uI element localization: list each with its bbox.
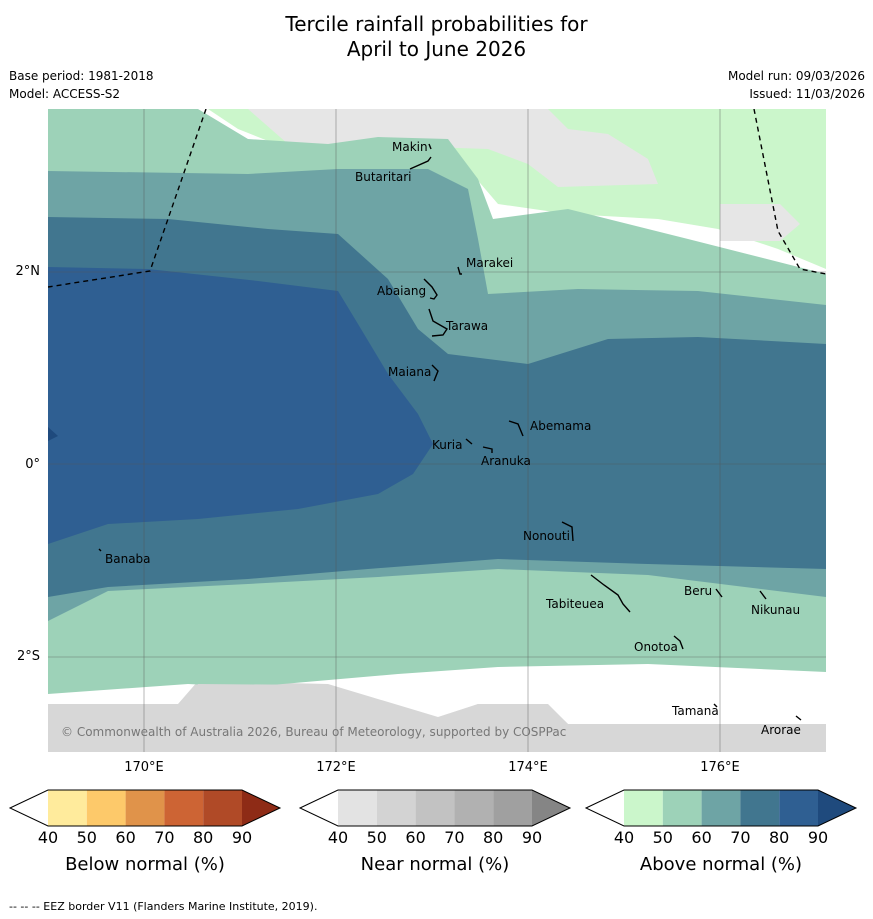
colorbar-swatch	[415, 790, 455, 826]
colorbar-swatch	[203, 790, 242, 826]
issued-date: Issued: 11/03/2026	[749, 87, 865, 101]
colorbar-swatch	[164, 790, 204, 826]
island-label: Makin	[392, 140, 428, 154]
lat-label: 0°	[25, 457, 40, 472]
colorbar-tick: 70	[730, 828, 751, 847]
colorbar-swatch	[740, 790, 780, 826]
colorbar-tick: 90	[521, 828, 543, 847]
colorbar-tick: 40	[327, 828, 349, 847]
island-label: Banaba	[105, 552, 151, 566]
colorbar-swatch	[125, 790, 165, 826]
lat-label: 2°S	[16, 649, 40, 664]
probability-map: Makin Butaritari Marakei Abaiang Tarawa …	[48, 109, 826, 752]
colorbar-tick: 70	[154, 828, 175, 847]
meta-left: Base period: 1981-2018 Model: ACCESS-S2	[9, 67, 154, 103]
colorbar-swatch	[48, 790, 87, 826]
colorbar-label-near: Near normal (%)	[360, 854, 510, 875]
colorbar-tick: 80	[769, 828, 790, 847]
colorbar-tick: 60	[691, 828, 712, 847]
island-label: Abaiang	[377, 284, 426, 298]
colorbar-swatch	[454, 790, 494, 826]
island-label: Marakei	[466, 256, 513, 270]
colorbar-tick: 50	[76, 828, 97, 847]
eez-footnote: -- -- -- EEZ border V11 (Flanders Marine…	[9, 900, 318, 913]
island-label: Abemama	[530, 419, 591, 433]
near-normal-patch-top	[248, 109, 658, 187]
island-labels: Makin Butaritari Marakei Abaiang Tarawa …	[105, 140, 801, 737]
colorbar-swatch	[86, 790, 126, 826]
island-outlines	[98, 143, 802, 721]
colorbar-below	[8, 789, 282, 827]
island-label: Butaritari	[355, 170, 412, 184]
colorbar-tick: 80	[483, 828, 504, 847]
colorbar-swatch	[493, 790, 532, 826]
eez-border-east	[753, 109, 826, 275]
copyright-text: © Commonwealth of Australia 2026, Bureau…	[61, 725, 566, 739]
island-label: Tabiteuea	[545, 597, 604, 611]
above-90-region	[48, 427, 58, 441]
lon-label: 172°E	[316, 760, 356, 775]
colorbar-swatch	[376, 790, 416, 826]
map-svg: Makin Butaritari Marakei Abaiang Tarawa …	[48, 109, 826, 752]
island-label: Kuria	[432, 438, 463, 452]
colorbar-swatch	[10, 790, 48, 826]
lon-label: 176°E	[700, 760, 740, 775]
colorbar-above	[584, 789, 858, 827]
title-line-2: April to June 2026	[346, 37, 527, 61]
colorbar-swatch	[338, 790, 377, 826]
colorbar-swatch	[662, 790, 702, 826]
model-name: Model: ACCESS-S2	[9, 87, 121, 101]
colorbar-tick: 50	[652, 828, 673, 847]
model-run-date: Model run: 09/03/2026	[727, 69, 865, 83]
island-label: Aranuka	[481, 454, 531, 468]
colorbar-swatch	[779, 790, 818, 826]
island-label: Beru	[684, 584, 712, 598]
lon-label: 174°E	[508, 760, 548, 775]
colorbar-label-above: Above normal (%)	[639, 854, 803, 875]
island-label: Maiana	[388, 365, 431, 379]
island-label: Tamana	[671, 704, 719, 718]
island-label: Nonouti	[523, 529, 570, 543]
colorbar-near	[298, 789, 572, 827]
island-label: Nikunau	[751, 603, 800, 617]
colorbar-tick: 40	[613, 828, 635, 847]
base-period: Base period: 1981-2018	[9, 69, 154, 83]
colorbar-swatch	[701, 790, 741, 826]
colorbar-label-below: Below normal (%)	[65, 854, 225, 875]
island-label: Tarawa	[445, 319, 488, 333]
colorbar-swatch	[242, 790, 280, 826]
graticule	[48, 109, 826, 752]
lon-label: 170°E	[124, 760, 164, 775]
colorbar-tick: 50	[366, 828, 387, 847]
island-label: Onotoa	[634, 640, 678, 654]
colorbar-tick: 60	[115, 828, 136, 847]
chart-title: Tercile rainfall probabilities for April…	[0, 12, 873, 62]
near-normal-patch-right	[720, 204, 800, 241]
colorbar-tick: 60	[405, 828, 426, 847]
colorbar-swatch	[300, 790, 338, 826]
colorbar-tick: 70	[444, 828, 465, 847]
colorbar-tick: 90	[231, 828, 253, 847]
colorbars	[8, 789, 858, 827]
colorbar-tick: 90	[807, 828, 829, 847]
colorbar-swatch	[624, 790, 663, 826]
colorbar-swatch	[586, 790, 624, 826]
title-line-1: Tercile rainfall probabilities for	[285, 12, 588, 36]
meta-right: Model run: 09/03/2026 Issued: 11/03/2026	[728, 67, 865, 103]
lat-label: 2°N	[15, 264, 41, 279]
eez-border-west	[48, 109, 207, 288]
colorbar-tick: 80	[193, 828, 214, 847]
island-label: Arorae	[761, 723, 801, 737]
near-normal-bottom	[48, 684, 826, 752]
colorbar-swatch	[818, 790, 856, 826]
colorbar-swatch	[532, 790, 570, 826]
colorbar-tick: 40	[37, 828, 59, 847]
